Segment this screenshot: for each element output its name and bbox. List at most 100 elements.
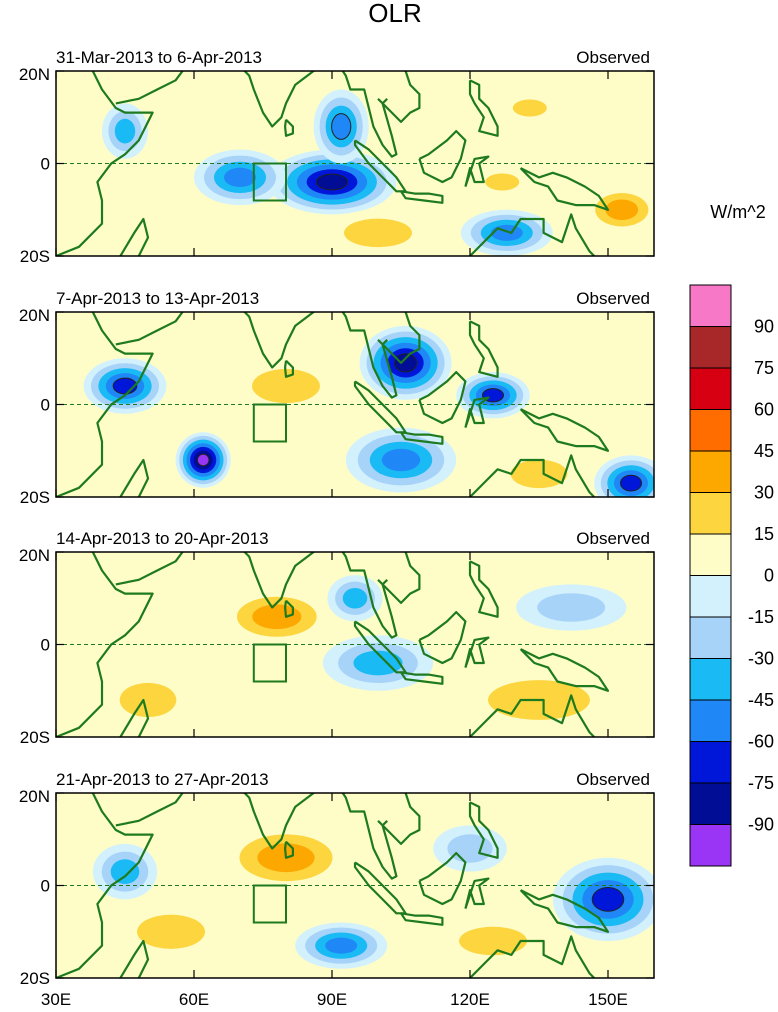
anomaly-contour [490, 224, 523, 241]
panel-label: Observed [576, 289, 650, 308]
y-tick-label: 20S [20, 247, 50, 266]
coastline [469, 213, 595, 256]
coastline [115, 312, 184, 346]
anomaly-contour [252, 368, 320, 404]
colorbar-tick-label: 90 [754, 317, 774, 337]
anomaly-contour [447, 834, 493, 863]
contour-line [196, 453, 210, 467]
panel-period: 7-Apr-2013 to 13-Apr-2013 [56, 289, 259, 308]
anomaly-contour [331, 113, 351, 140]
anomaly-contour [110, 859, 140, 884]
olr-anomaly-positive [474, 168, 530, 196]
olr-anomaly-negative [456, 372, 530, 419]
coastline [56, 312, 154, 497]
coastline [400, 912, 444, 926]
olr-anomaly-negative [194, 149, 286, 206]
olr-anomaly-negative [594, 455, 654, 497]
region-box [252, 884, 288, 924]
anomaly-contour [119, 682, 177, 718]
anomaly-contour [342, 587, 368, 609]
coastline [400, 190, 444, 204]
coastline [243, 793, 316, 850]
colorbar-tick-label: 15 [754, 524, 774, 544]
anomaly-contour [459, 926, 527, 956]
coastline [284, 359, 294, 378]
olr-anomaly-negative [460, 209, 553, 256]
colorbar-tick-label: 0 [764, 566, 774, 586]
coastline [115, 793, 184, 827]
map-panels: 20N 0 20S 31-Mar-2013 to 6-Apr-2013 Observed… [19, 48, 655, 988]
y-tick-label: 20S [20, 728, 50, 747]
coastline [519, 889, 610, 933]
coastline [115, 552, 184, 586]
coastline [468, 79, 499, 137]
coastline [341, 71, 398, 158]
coastline [377, 71, 421, 124]
coastline [519, 408, 610, 452]
anomaly-contour [114, 118, 136, 144]
olr-anomaly-positive [502, 94, 558, 122]
y-tick-label: 20N [19, 787, 50, 806]
map-panel: 20N 0 20S 21-Apr-2013 to 27-Apr-2013 Observe… [19, 770, 655, 988]
coastline [418, 130, 467, 184]
colorbar-tick-label: 45 [754, 441, 774, 461]
y-tick-label: 20S [20, 488, 50, 507]
contour-line [315, 173, 349, 191]
coastline [418, 851, 467, 906]
anomaly-contour [510, 459, 568, 489]
anomaly-contour [353, 650, 403, 676]
coastline [341, 552, 398, 639]
coastline [119, 217, 150, 256]
coastline [469, 454, 595, 497]
contour-line [331, 113, 352, 140]
y-tick-label: 0 [41, 396, 50, 415]
coastline [469, 935, 595, 978]
colorbar-swatch [689, 782, 732, 825]
colorbar-tick-label: -90 [748, 815, 774, 835]
anomaly-contour [137, 914, 205, 949]
anomaly-contour [485, 173, 520, 191]
coastlines [56, 793, 610, 978]
contour-line [393, 353, 418, 373]
coastline [418, 371, 467, 425]
colorbar-tick-label: -15 [748, 607, 774, 627]
colorbar-tick-label: 75 [754, 358, 774, 378]
coastline [341, 793, 398, 880]
map-panel: 20N 0 20S 7-Apr-2013 to 13-Apr-2013 Observed [19, 289, 655, 507]
y-tick-label: 20N [19, 546, 50, 565]
coastline [56, 793, 154, 978]
contour-line [619, 474, 643, 492]
coastline [119, 698, 150, 737]
olr-anomaly-positive [115, 904, 227, 960]
coastline [418, 610, 467, 665]
anomaly-contour [224, 167, 256, 188]
colorbar-tick-label: -60 [748, 732, 774, 752]
olr-anomaly-positive [437, 917, 549, 965]
coastlines [56, 552, 610, 737]
coastline [119, 458, 150, 497]
anomaly-contour [381, 448, 421, 472]
coastline [519, 648, 610, 692]
anomaly-contour [537, 593, 606, 622]
coastline [119, 939, 150, 978]
anomaly-contour [325, 937, 358, 954]
units-label: W/m^2 [710, 202, 765, 222]
olr-anomaly-negative [345, 427, 457, 493]
region-box [252, 162, 288, 202]
y-tick-label: 0 [41, 636, 50, 655]
y-tick-label: 20S [20, 969, 50, 988]
colorbar-swatch [689, 699, 732, 742]
colorbar-swatch [689, 533, 732, 576]
map-panel: 20N 0 20S 31-Mar-2013 to 6-Apr-2013 Observed [19, 48, 655, 266]
x-tick-label: 150E [588, 990, 628, 1009]
coastline [56, 552, 154, 737]
olr-anomaly-positive [585, 186, 654, 233]
colorbar-swatch [689, 284, 732, 327]
colorbar-swatch [689, 492, 732, 535]
y-tick-label: 20N [19, 65, 50, 84]
coastlines [56, 71, 610, 256]
anomaly-field [92, 825, 654, 969]
olr-anomaly-negative [92, 843, 158, 900]
anomaly-contour [252, 604, 302, 630]
